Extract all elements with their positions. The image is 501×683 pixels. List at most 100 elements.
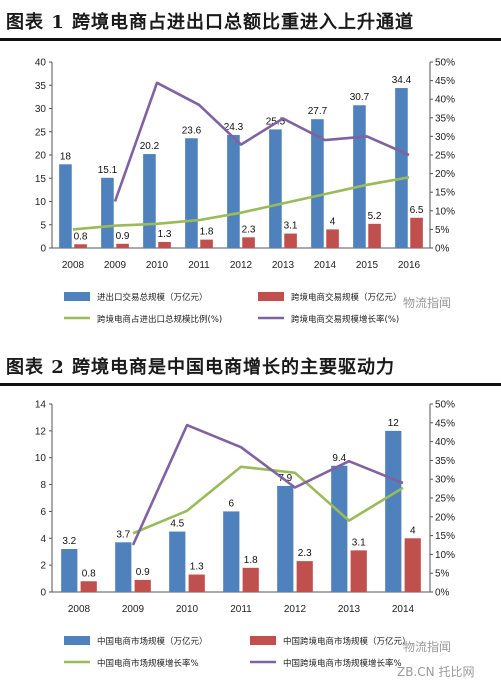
fig1-y2-tick-label: 15% (435, 188, 455, 199)
figure2-title: 图表 2 跨境电商是中国电商增长的主要驱动力 (6, 357, 396, 378)
fig2-bar-crossborder (134, 579, 151, 592)
fig2-y2-tick-label: 50% (435, 400, 455, 411)
fig1-y2-tick-label: 35% (435, 113, 455, 124)
fig2-y2-tick-label: 0% (435, 588, 450, 599)
fig2-bar-data-label: 12 (388, 418, 400, 429)
fig1-y2-tick-label: 0% (435, 244, 450, 255)
fig2-bar-crossborder (188, 574, 205, 592)
fig2-x-tick-label: 2010 (176, 604, 199, 615)
figure1-title-rule (0, 38, 501, 41)
fig2-bar-data-label: 6 (228, 498, 234, 509)
fig1-x-tick-label: 2008 (62, 260, 85, 271)
fig2-y2-tick-label: 30% (435, 475, 455, 486)
fig1-y2-tick-label: 40% (435, 95, 455, 106)
wechat-watermark: 物流指闻 (403, 639, 451, 654)
fig1-bar-crossborder (116, 243, 129, 248)
fig1-bar-data-label: 1.8 (200, 227, 214, 238)
fig1-x-tick-label: 2013 (272, 260, 295, 271)
fig1-bar-data-label: 5.2 (368, 211, 382, 222)
fig1-y-tick-label: 10 (35, 197, 47, 208)
fig1-bar-total (59, 164, 72, 248)
fig2-x-tick-label: 2011 (230, 604, 252, 615)
fig2-bar-data-label: 0.9 (136, 567, 150, 578)
fig1-bar-data-label: 30.7 (350, 92, 370, 103)
fig1-bar-data-label: 0.8 (74, 231, 88, 242)
fig2-bar-crossborder (296, 561, 313, 592)
fig1-y-tick-label: 20 (35, 151, 47, 162)
fig1-y-tick-label: 15 (35, 174, 47, 185)
fig1-bar-data-label: 15.1 (98, 165, 118, 176)
fig2-legend-label: 中国电商市场规模（万亿元） (97, 636, 208, 647)
fig1-x-tick-label: 2014 (314, 260, 337, 271)
fig2-bar-data-label: 0.8 (82, 568, 96, 579)
fig1-y2-tick-label: 5% (435, 225, 450, 236)
fig1-bar-crossborder (158, 241, 171, 248)
fig2-y2-tick-label: 15% (435, 531, 455, 542)
fig2-y2-tick-label: 25% (435, 494, 455, 505)
fig1-y-tick-label: 40 (35, 58, 47, 69)
fig1-bar-data-label: 0.9 (116, 231, 130, 242)
fig2-legend-label: 中国跨境电商市场规模增长率% (283, 658, 402, 669)
fig1-bar-data-label: 20.2 (140, 141, 160, 152)
fig2-y-tick-label: 4 (40, 534, 46, 545)
fig2-bar-data-label: 7.9 (278, 473, 292, 484)
fig2-x-tick-label: 2008 (68, 604, 91, 615)
fig2-bar-crossborder (404, 538, 421, 592)
fig2-legend-swatch (64, 636, 90, 645)
fig1-bar-data-label: 23.6 (182, 125, 202, 136)
fig2-y-tick-label: 8 (40, 480, 46, 491)
fig1-bar-total (269, 129, 282, 248)
fig1-bar-crossborder (74, 244, 87, 248)
fig2-x-tick-label: 2009 (122, 604, 145, 615)
figure2-title-rule (0, 383, 501, 386)
fig1-bar-total (353, 105, 366, 248)
fig2-bar-crossborder (242, 567, 259, 592)
figure1-chart: 05101520253035400%5%10%15%20%25%30%35%40… (35, 58, 455, 326)
fig1-bar-crossborder (200, 239, 213, 248)
fig2-bar-data-label: 9.4 (332, 453, 346, 464)
fig1-y2-tick-label: 50% (435, 58, 455, 69)
figure2-chart: 0 2 4 6 8 10 12 14 0% 5% 10% 15% 20% 25% 30% 35% 40% 45% 5… (35, 400, 475, 680)
fig2-bar-data-label: 4.5 (170, 519, 184, 530)
fig1-bar-crossborder (284, 233, 297, 248)
fig1-y2-tick-label: 45% (435, 76, 455, 87)
fig1-bar-data-label: 3.1 (284, 221, 298, 232)
fig1-bar-crossborder (410, 217, 423, 248)
fig1-legend-label: 跨境电商交易规模（万亿元） (291, 292, 402, 303)
fig2-bar-total (115, 542, 132, 592)
fig2-bar-total (223, 511, 240, 592)
wechat-watermark: 物流指闻 (403, 295, 451, 310)
fig1-bar-total (311, 119, 324, 248)
fig2-bar-crossborder (350, 550, 367, 592)
fig1-line-series-share (72, 176, 410, 231)
fig2-x-tick-label: 2012 (284, 604, 307, 615)
fig2-bar-total (385, 430, 402, 592)
figure1-title: 图表 1 跨境电商占进出口总额比重进入上升通道 (6, 12, 415, 33)
fig1-bar-total (227, 135, 240, 248)
fig1-x-tick-label: 2016 (398, 260, 421, 271)
fig1-y2-tick-label: 20% (435, 169, 455, 180)
fig1-legend-label: 跨境电商占进出口总规模比例(%) (97, 314, 222, 325)
fig1-y2-tick-label: 10% (435, 206, 455, 217)
fig1-bar-data-label: 18 (60, 151, 72, 162)
fig2-bar-total (277, 485, 294, 592)
fig1-y-tick-label: 35 (35, 81, 47, 92)
fig2-x-tick-label: 2014 (392, 604, 415, 615)
fig2-y-tick-label: 6 (40, 507, 46, 518)
fig1-x-tick-label: 2011 (188, 260, 210, 271)
fig1-y-tick-label: 25 (35, 127, 47, 138)
fig2-y-tick-label: 10 (35, 453, 47, 464)
fig2-y-tick-label: 14 (35, 400, 47, 411)
fig2-y2-tick-label: 40% (435, 437, 455, 448)
fig1-bar-total (101, 177, 114, 248)
fig2-legend-swatch (250, 636, 276, 645)
fig2-bar-crossborder (80, 581, 97, 592)
fig2-y2-tick-label: 10% (435, 550, 455, 561)
fig1-bar-crossborder (242, 237, 255, 248)
fig2-y2-tick-label: 5% (435, 569, 450, 580)
fig2-bar-total (331, 465, 348, 592)
fig1-bar-data-label: 6.5 (410, 205, 424, 216)
fig1-x-tick-label: 2010 (146, 260, 169, 271)
fig2-line-series-growth (131, 423, 404, 546)
site-watermark: ZB.CN 托比网 (397, 665, 474, 679)
